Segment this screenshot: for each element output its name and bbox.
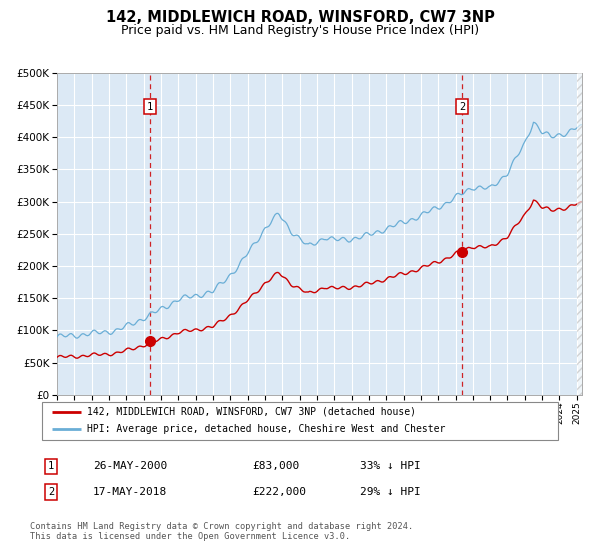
- Text: 17-MAY-2018: 17-MAY-2018: [93, 487, 167, 497]
- Text: 2: 2: [48, 487, 54, 497]
- FancyBboxPatch shape: [42, 402, 558, 440]
- Text: Contains HM Land Registry data © Crown copyright and database right 2024.
This d: Contains HM Land Registry data © Crown c…: [30, 522, 413, 542]
- Text: 33% ↓ HPI: 33% ↓ HPI: [360, 461, 421, 472]
- Text: HPI: Average price, detached house, Cheshire West and Chester: HPI: Average price, detached house, Ches…: [88, 424, 446, 435]
- Text: 1: 1: [147, 101, 154, 111]
- Text: 1: 1: [48, 461, 54, 472]
- Text: Price paid vs. HM Land Registry's House Price Index (HPI): Price paid vs. HM Land Registry's House …: [121, 24, 479, 36]
- Text: 142, MIDDLEWICH ROAD, WINSFORD, CW7 3NP: 142, MIDDLEWICH ROAD, WINSFORD, CW7 3NP: [106, 10, 494, 25]
- Text: £83,000: £83,000: [252, 461, 299, 472]
- Text: 142, MIDDLEWICH ROAD, WINSFORD, CW7 3NP (detached house): 142, MIDDLEWICH ROAD, WINSFORD, CW7 3NP …: [88, 407, 416, 417]
- Text: 26-MAY-2000: 26-MAY-2000: [93, 461, 167, 472]
- Text: £222,000: £222,000: [252, 487, 306, 497]
- Text: 2: 2: [459, 101, 465, 111]
- Text: 29% ↓ HPI: 29% ↓ HPI: [360, 487, 421, 497]
- Bar: [577, 73, 584, 395]
